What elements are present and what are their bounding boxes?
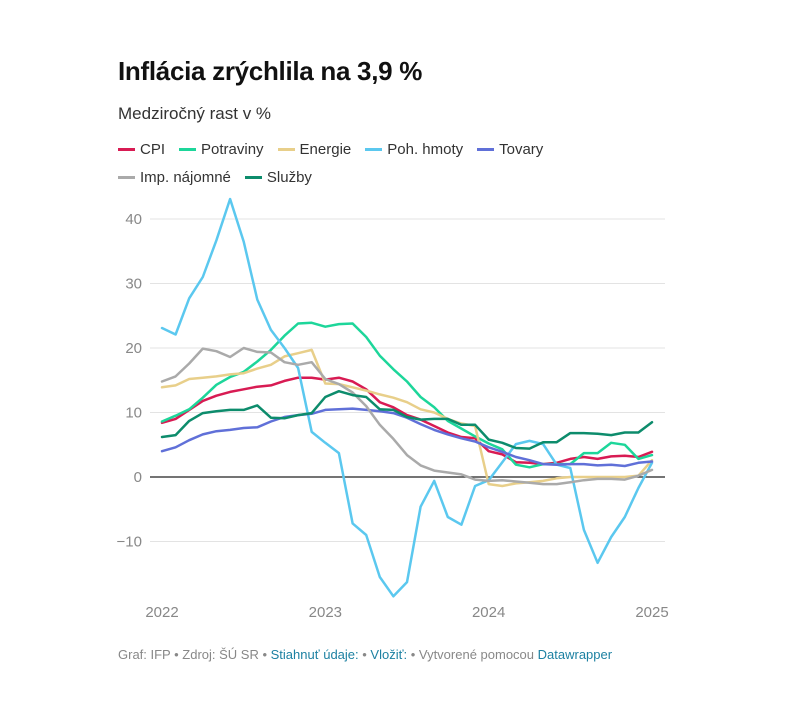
legend-swatch: [477, 147, 495, 151]
legend-item: Energie: [277, 136, 352, 164]
legend-item: Potraviny: [179, 136, 264, 164]
y-axis-ticks: 40 30 20 10 0 −10: [117, 211, 142, 551]
legend-label: Služby: [266, 169, 312, 187]
legend-swatch: [277, 147, 295, 151]
x-axis-ticks: 2022 2023 2024 2025: [145, 604, 668, 621]
legend-swatch: [179, 147, 197, 151]
footer-separator: •: [258, 647, 271, 662]
footer-separator: •: [170, 647, 183, 662]
x-tick-label: 2024: [472, 604, 505, 621]
created-with-label: Vytvorené pomocou: [418, 647, 538, 662]
y-tick-label: 20: [125, 340, 142, 357]
footer-separator: •: [358, 647, 371, 662]
legend-item: CPI: [118, 136, 165, 164]
series-line-služby: [160, 389, 654, 450]
legend-item: Tovary: [477, 136, 543, 164]
legend-item: Imp. nájomné: [118, 164, 231, 192]
series-line-imp-nájomné: [160, 346, 654, 486]
series-line-energie: [160, 348, 654, 488]
gridlines: [150, 218, 665, 542]
legend-swatch: [118, 147, 135, 151]
x-tick-label: 2023: [309, 604, 342, 621]
datawrapper-link[interactable]: Datawrapper: [537, 647, 613, 662]
legend-swatch: [365, 147, 383, 151]
chart-title: Inflácia zrýchlila na 3,9 %: [118, 56, 423, 86]
download-data-link[interactable]: Stiahnuť údaje:: [270, 647, 359, 662]
legend-item: Služby: [244, 164, 312, 192]
x-tick-label: 2022: [145, 604, 178, 621]
series-line-cpi: [160, 376, 654, 466]
y-tick-label: 40: [125, 211, 142, 228]
x-tick-label: 2025: [635, 604, 668, 621]
chart-legend: CPI Potraviny Energie Poh. hmoty Tovary Imp. …: [118, 136, 638, 192]
legend-label: CPI: [140, 141, 166, 159]
legend-label: Imp. nájomné: [140, 169, 231, 187]
y-tick-label: 30: [125, 276, 142, 293]
chart-subtitle: Medziročný rast v %: [118, 104, 272, 123]
series-lines: [160, 197, 654, 598]
legend-label: Energie: [299, 141, 352, 159]
series-line-potraviny: [160, 321, 654, 469]
source-credit: Zdroj: ŠÚ SR: [182, 647, 259, 662]
line-chart: 40 30 20 10 0 −10 2022 2023 2024 2025: [117, 197, 669, 621]
footer-separator: •: [407, 647, 419, 662]
series-line-poh-hmoty: [160, 197, 654, 598]
graf-credit: Graf: IFP: [118, 647, 171, 662]
legend-swatch: [118, 175, 135, 179]
legend-label: Tovary: [499, 141, 544, 159]
legend-swatch: [244, 175, 262, 179]
y-tick-label: 0: [134, 469, 142, 486]
y-tick-label: −10: [117, 534, 142, 551]
embed-link[interactable]: Vložiť:: [370, 647, 408, 662]
y-tick-label: 10: [125, 405, 142, 422]
chart-footer: Graf: IFP • Zdroj: ŠÚ SR • Stiahnuť údaj…: [118, 647, 612, 662]
legend-label: Potraviny: [201, 141, 264, 159]
legend-label: Poh. hmoty: [387, 141, 464, 159]
legend-item: Poh. hmoty: [365, 136, 463, 164]
